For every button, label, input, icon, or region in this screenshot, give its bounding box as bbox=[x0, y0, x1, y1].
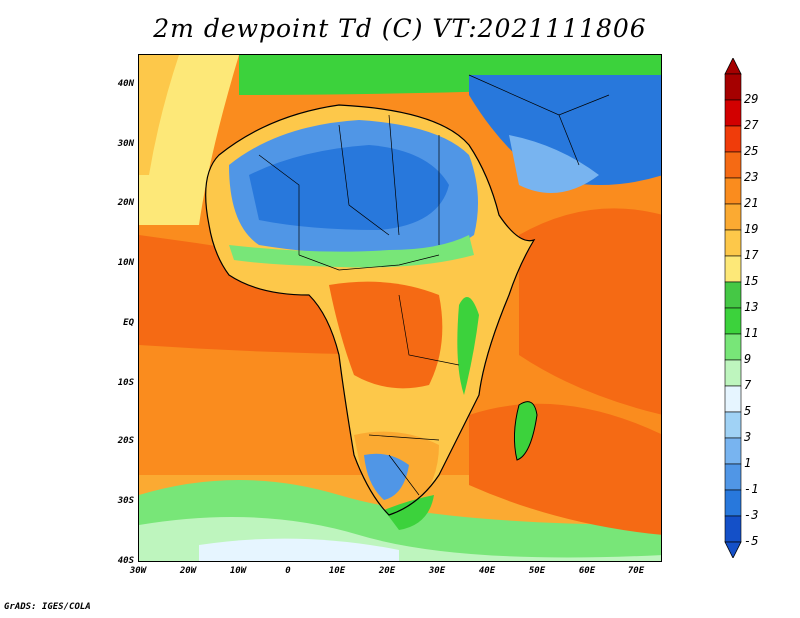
lon-label: 30E bbox=[428, 566, 446, 576]
colorbar-segment bbox=[724, 177, 742, 205]
lat-label: 40S bbox=[117, 556, 134, 566]
colorbar-label: 13 bbox=[744, 300, 759, 314]
colorbar-label: 19 bbox=[744, 222, 759, 236]
colorbar-segment bbox=[724, 437, 742, 465]
lat-label: 30S bbox=[117, 496, 134, 506]
colorbar-segment bbox=[724, 281, 742, 309]
colorbar-segment bbox=[724, 255, 742, 283]
lon-label: 60E bbox=[578, 566, 596, 576]
colorbar-label: 15 bbox=[744, 274, 759, 288]
colorbar-label: 17 bbox=[744, 248, 759, 262]
colorbar-label: 3 bbox=[744, 430, 752, 444]
lat-label: 10N bbox=[117, 258, 134, 268]
colorbar bbox=[724, 58, 742, 558]
madagascar bbox=[513, 401, 538, 461]
colorbar-label: 5 bbox=[744, 404, 752, 418]
colorbar-label: 23 bbox=[744, 170, 759, 184]
colorbar-label: 29 bbox=[744, 92, 759, 106]
lon-label: 70E bbox=[627, 566, 645, 576]
colorbar-segment bbox=[724, 99, 742, 127]
lon-label: 10W bbox=[229, 566, 247, 576]
lat-label: 10S bbox=[117, 378, 134, 388]
lat-label: 30N bbox=[117, 139, 134, 149]
colorbar-segment bbox=[724, 515, 742, 543]
colorbar-segment bbox=[724, 151, 742, 179]
lon-label: 40E bbox=[478, 566, 496, 576]
colorbar-label: 27 bbox=[744, 118, 759, 132]
kalahari-dry-zone bbox=[364, 453, 409, 500]
colorbar-label: 21 bbox=[744, 196, 759, 210]
colorbar-segment bbox=[724, 385, 742, 413]
africa-coastline bbox=[205, 104, 536, 516]
colorbar-label: 1 bbox=[744, 456, 752, 470]
colorbar-segment bbox=[724, 203, 742, 231]
colorbar-segment bbox=[724, 125, 742, 153]
colorbar-segment bbox=[724, 463, 742, 491]
lon-label: 50E bbox=[528, 566, 546, 576]
colorbar-segment bbox=[724, 333, 742, 361]
lat-label: 20S bbox=[117, 436, 134, 446]
colorbar-label: 11 bbox=[744, 326, 759, 340]
grads-credit: GrADS: IGES/COLA bbox=[4, 602, 91, 612]
lat-label: 20N bbox=[117, 198, 134, 208]
lon-label: 30W bbox=[129, 566, 147, 576]
colorbar-label: -1 bbox=[744, 482, 759, 496]
lat-label: 40N bbox=[117, 79, 134, 89]
map-plot-area bbox=[138, 54, 662, 562]
colorbar-segment bbox=[724, 489, 742, 517]
colorbar-label: 7 bbox=[744, 378, 752, 392]
colorbar-min-arrow bbox=[724, 541, 742, 558]
lon-label: 20E bbox=[378, 566, 396, 576]
colorbar-segment bbox=[724, 307, 742, 335]
colorbar-segment bbox=[724, 359, 742, 387]
colorbar-max-arrow bbox=[724, 58, 742, 75]
dewpoint-field bbox=[139, 55, 661, 561]
lon-label: 0 bbox=[285, 566, 291, 576]
colorbar-segment bbox=[724, 411, 742, 439]
country-borders bbox=[258, 74, 610, 496]
colorbar-segment bbox=[724, 73, 742, 101]
colorbar-label: -5 bbox=[744, 534, 759, 548]
lon-label: 20W bbox=[179, 566, 197, 576]
lon-label: 10E bbox=[328, 566, 346, 576]
colorbar-segment bbox=[724, 229, 742, 257]
map-title: 2m dewpoint Td (C) VT:2021111806 bbox=[153, 14, 647, 43]
colorbar-label: 9 bbox=[744, 352, 752, 366]
colorbar-label: -3 bbox=[744, 508, 759, 522]
lat-label: EQ bbox=[123, 318, 134, 328]
colorbar-label: 25 bbox=[744, 144, 759, 158]
